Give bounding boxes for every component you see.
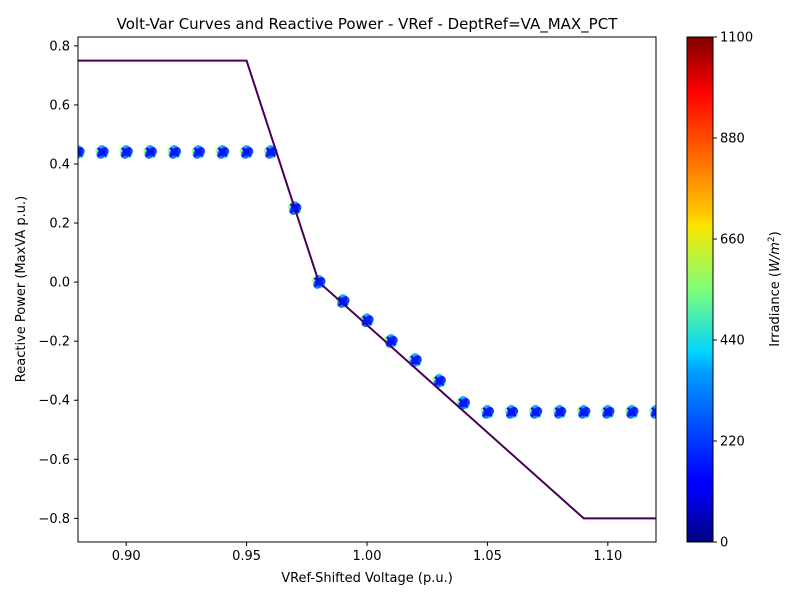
- x-tick-label: 1.10: [593, 549, 622, 564]
- x-marker: [145, 147, 156, 158]
- colorbar-tick-label: 1100: [720, 31, 753, 46]
- x-marker: [193, 147, 204, 158]
- y-tick-label: 0.6: [49, 98, 70, 113]
- x-axis: 0.90 0.95 1.00 1.05 1.10: [112, 542, 622, 564]
- colorbar-tick-label: 660: [720, 233, 745, 248]
- x-marker: [458, 398, 469, 409]
- x-marker: [578, 407, 589, 418]
- x-marker: [386, 336, 397, 347]
- colorbar-label: Irradiance (W/m2): [767, 231, 783, 346]
- x-tick-label: 1.05: [473, 549, 502, 564]
- x-tick-label: 0.95: [232, 549, 261, 564]
- x-marker: [506, 407, 517, 418]
- x-marker: [169, 147, 180, 158]
- x-axis-label: VRef-Shifted Voltage (p.u.): [281, 571, 453, 586]
- x-marker: [602, 407, 613, 418]
- x-marker: [78, 147, 83, 158]
- y-tick-label: 0.2: [49, 217, 70, 232]
- y-tick-label: 0.4: [49, 157, 70, 172]
- y-tick-label: 0.8: [49, 39, 70, 54]
- x-marker: [241, 147, 252, 158]
- colorbar-tick-label: 440: [720, 334, 745, 349]
- x-marker: [410, 355, 421, 366]
- y-axis-label: Reactive Power (MaxVA p.u.): [14, 196, 29, 382]
- colorbar-gradient: [687, 37, 713, 542]
- x-marker: [313, 277, 324, 288]
- y-tick-label: −0.2: [38, 335, 70, 350]
- x-marker: [482, 407, 493, 418]
- y-tick-label: 0.0: [49, 276, 70, 291]
- x-marker: [217, 147, 228, 158]
- y-tick-label: −0.6: [38, 453, 70, 468]
- x-marker: [554, 407, 565, 418]
- x-marker: [121, 147, 132, 158]
- colorbar-frame: [686, 36, 714, 543]
- y-axis: −0.8 −0.6 −0.4 −0.2 0.0 0.2 0.4 0.6 0.8: [38, 39, 78, 527]
- x-marker: [265, 147, 276, 158]
- x-marker: [651, 407, 656, 418]
- x-marker: [97, 147, 108, 158]
- x-marker: [289, 203, 300, 214]
- colorbar-tick-label: 880: [720, 132, 745, 147]
- colorbar-tick-label: 0: [720, 536, 728, 551]
- y-tick-label: −0.8: [38, 512, 70, 527]
- colorbar-ticks: 0 220 440 660 880 1100: [713, 31, 753, 551]
- colorbar: 0 220 440 660 880 1100 Irradiance (W/m2): [686, 31, 783, 551]
- x-tick-label: 1.00: [353, 549, 382, 564]
- x-marker: [362, 315, 372, 326]
- x-marker: [434, 376, 445, 387]
- colorbar-tick-label: 220: [720, 435, 745, 450]
- x-marker: [626, 407, 637, 418]
- x-marker: [530, 407, 541, 418]
- plot-background: [78, 37, 656, 542]
- data-layer: [78, 59, 656, 520]
- chart-title: Volt-Var Curves and Reactive Power - VRe…: [117, 15, 619, 34]
- x-tick-label: 0.90: [112, 549, 141, 564]
- plot-area: 0.90 0.95 1.00 1.05 1.10 −0.8 −0.6 −0.4 −0.2 0.0…: [38, 36, 657, 564]
- y-tick-label: −0.4: [38, 394, 70, 409]
- x-marker: [337, 296, 348, 307]
